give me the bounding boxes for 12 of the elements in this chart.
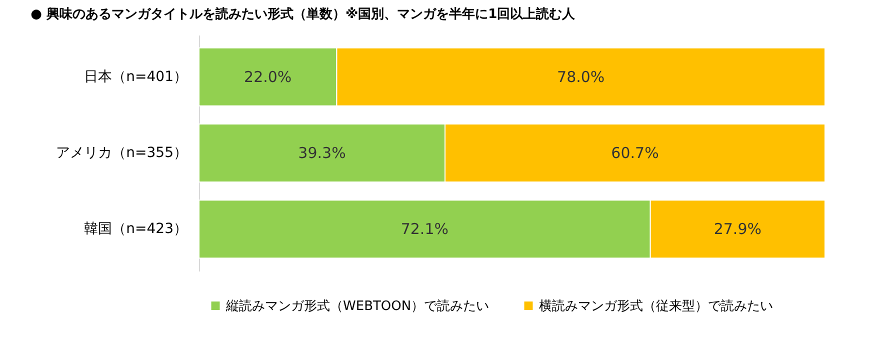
legend-label: 横読みマンガ形式（従来型）で読みたい bbox=[539, 298, 773, 314]
y-tick-label: 日本（n=401） bbox=[84, 68, 188, 85]
y-tick-label: アメリカ（n=355） bbox=[56, 145, 188, 161]
legend-label: 縦読みマンガ形式（WEBTOON）で読みたい bbox=[225, 298, 490, 314]
data-label: 72.1% bbox=[400, 220, 448, 238]
data-label: 22.0% bbox=[244, 68, 292, 86]
data-label: 60.7% bbox=[611, 144, 659, 162]
chart-title: ● 興味のあるマンガタイトルを読みたい形式（単数）※国別、マンガを半年に1回以上読む人 bbox=[30, 6, 576, 22]
y-tick-label: 韓国（n=423） bbox=[84, 221, 188, 238]
data-label: 78.0% bbox=[557, 68, 605, 86]
data-label: 27.9% bbox=[714, 220, 762, 238]
data-label: 39.3% bbox=[298, 144, 346, 162]
